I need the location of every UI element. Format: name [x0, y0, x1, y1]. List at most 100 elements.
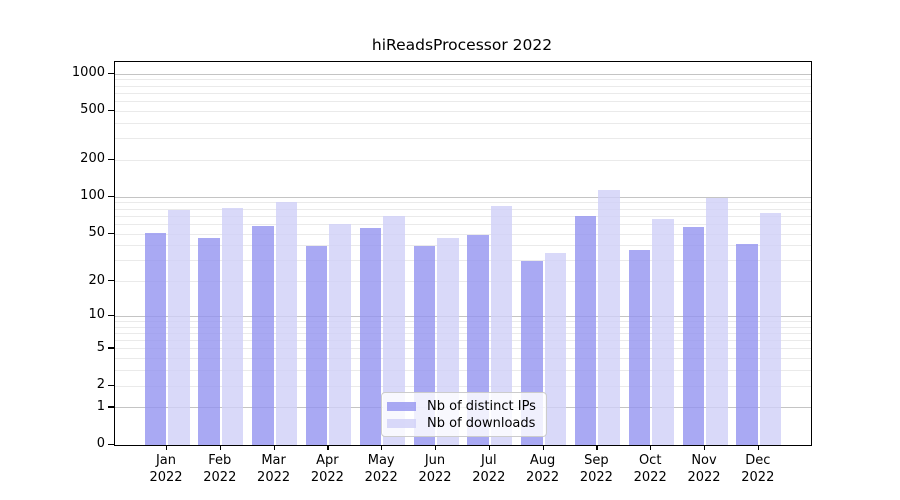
y-tick-label-2: 2: [96, 377, 105, 393]
minor-gridline-9: [115, 320, 811, 322]
legend-swatch-distinct-ips: [387, 402, 416, 411]
minor-gridline-500: [115, 110, 811, 112]
x-tick-mark-may: [381, 445, 383, 450]
y-tick-label-20: 20: [88, 272, 105, 288]
x-tick-label-nov: Nov 2022: [687, 453, 721, 485]
plot-area: Nb of distinct IPs Nb of downloads: [114, 61, 812, 446]
x-tick-label-aug: Aug 2022: [526, 453, 560, 485]
x-tick-label-jul: Jul 2022: [472, 453, 506, 485]
minor-gridline-800: [115, 85, 811, 87]
minor-gridline-200: [115, 159, 811, 161]
bar-dec-distinct-ips: [736, 244, 758, 445]
legend-swatch-downloads: [387, 419, 416, 428]
y-tick-mark-100: [108, 195, 114, 198]
bar-may-distinct-ips: [359, 228, 382, 445]
x-tick-mark-apr: [327, 445, 329, 450]
minor-gridline-70: [115, 215, 811, 217]
chart-title: hiReadsProcessor 2022: [371, 36, 553, 54]
x-tick-label-mar: Mar 2022: [257, 453, 291, 485]
bar-feb-downloads: [221, 207, 244, 445]
bar-sep-downloads: [598, 189, 620, 445]
x-tick-mark-feb: [219, 445, 221, 450]
x-tick-label-jan: Jan 2022: [149, 453, 183, 485]
x-tick-label-feb: Feb 2022: [203, 453, 237, 485]
x-tick-mark-aug: [542, 445, 544, 450]
bar-jul-downloads: [490, 206, 513, 445]
minor-gridline-30: [115, 260, 811, 262]
y-tick-label-100: 100: [80, 188, 105, 204]
minor-gridline-300: [115, 138, 811, 140]
y-tick-label-500: 500: [80, 102, 105, 118]
x-tick-label-jun: Jun 2022: [418, 453, 452, 485]
y-tick-mark-200: [108, 158, 114, 161]
y-tick-mark-500: [108, 109, 114, 112]
x-tick-mark-mar: [273, 445, 275, 450]
minor-gridline-60: [115, 223, 811, 225]
minor-gridline-7: [115, 332, 811, 334]
minor-gridline-400: [115, 122, 811, 124]
bar-mar-distinct-ips: [252, 226, 274, 445]
minor-gridline-40: [115, 245, 811, 247]
minor-gridline-5: [115, 348, 811, 350]
minor-gridline-4: [115, 358, 811, 360]
minor-gridline-8: [115, 326, 811, 328]
y-tick-label-200: 200: [80, 151, 105, 167]
y-tick-mark-10: [108, 314, 114, 317]
y-tick-mark-20: [108, 280, 114, 282]
x-tick-mark-jun: [435, 445, 437, 450]
x-tick-mark-sep: [596, 445, 598, 450]
y-tick-label-10: 10: [88, 307, 105, 323]
x-tick-mark-nov: [704, 445, 706, 450]
x-tick-label-apr: Apr 2022: [310, 453, 344, 485]
y-tick-mark-5: [108, 347, 114, 349]
bar-apr-distinct-ips: [305, 245, 328, 445]
x-tick-mark-jul: [488, 445, 490, 450]
legend-label-downloads: Nb of downloads: [427, 416, 536, 431]
x-tick-mark-oct: [650, 445, 652, 450]
x-tick-label-oct: Oct 2022: [633, 453, 667, 485]
x-tick-label-sep: Sep 2022: [579, 453, 613, 485]
y-tick-mark-0: [108, 443, 114, 445]
legend-label-distinct-ips: Nb of distinct IPs: [427, 399, 536, 414]
minor-gridline-700: [115, 92, 811, 94]
y-tick-mark-1: [108, 406, 114, 408]
x-tick-mark-dec: [757, 445, 759, 450]
x-tick-label-may: May 2022: [364, 453, 398, 485]
bar-feb-distinct-ips: [198, 238, 220, 445]
y-tick-label-0: 0: [96, 436, 105, 451]
major-gridline-1000: [115, 73, 811, 75]
bar-jan-distinct-ips: [144, 233, 166, 445]
minor-gridline-20: [115, 281, 811, 283]
major-gridline-10: [115, 315, 811, 317]
minor-gridline-3: [115, 370, 811, 372]
legend-item-downloads: Nb of downloads: [387, 416, 538, 431]
y-tick-mark-1000: [108, 72, 114, 75]
bar-apr-downloads: [329, 224, 351, 445]
major-gridline-100: [115, 196, 811, 198]
minor-gridline-2: [115, 385, 811, 387]
y-tick-label-50: 50: [88, 225, 105, 241]
y-tick-mark-50: [108, 232, 114, 234]
y-tick-label-1000: 1000: [71, 65, 105, 81]
bar-aug-downloads: [544, 252, 567, 445]
legend-item-distinct-ips: Nb of distinct IPs: [387, 399, 538, 414]
bar-may-downloads: [383, 215, 405, 445]
y-tick-mark-2: [108, 384, 114, 386]
bar-mar-downloads: [275, 201, 298, 445]
minor-gridline-600: [115, 101, 811, 103]
bar-nov-downloads: [706, 197, 728, 445]
minor-gridline-90: [115, 202, 811, 204]
x-tick-label-dec: Dec 2022: [741, 453, 775, 485]
x-tick-mark-jan: [166, 445, 168, 450]
x-axis: Jan 2022 Feb 2022 Mar 2022 Apr 2022 May 2022 Jun 20…: [114, 444, 810, 500]
minor-gridline-6: [115, 340, 811, 342]
minor-gridline-80: [115, 208, 811, 210]
legend: Nb of distinct IPs Nb of downloads: [381, 392, 547, 437]
minor-gridline-50: [115, 233, 811, 235]
y-axis: 0 1 2 5 10 20 50 100 200 500 1000: [0, 61, 114, 451]
bar-oct-downloads: [652, 218, 674, 445]
bar-oct-distinct-ips: [628, 249, 651, 445]
y-tick-label-1: 1: [96, 398, 105, 414]
bar-sep-distinct-ips: [574, 215, 597, 445]
